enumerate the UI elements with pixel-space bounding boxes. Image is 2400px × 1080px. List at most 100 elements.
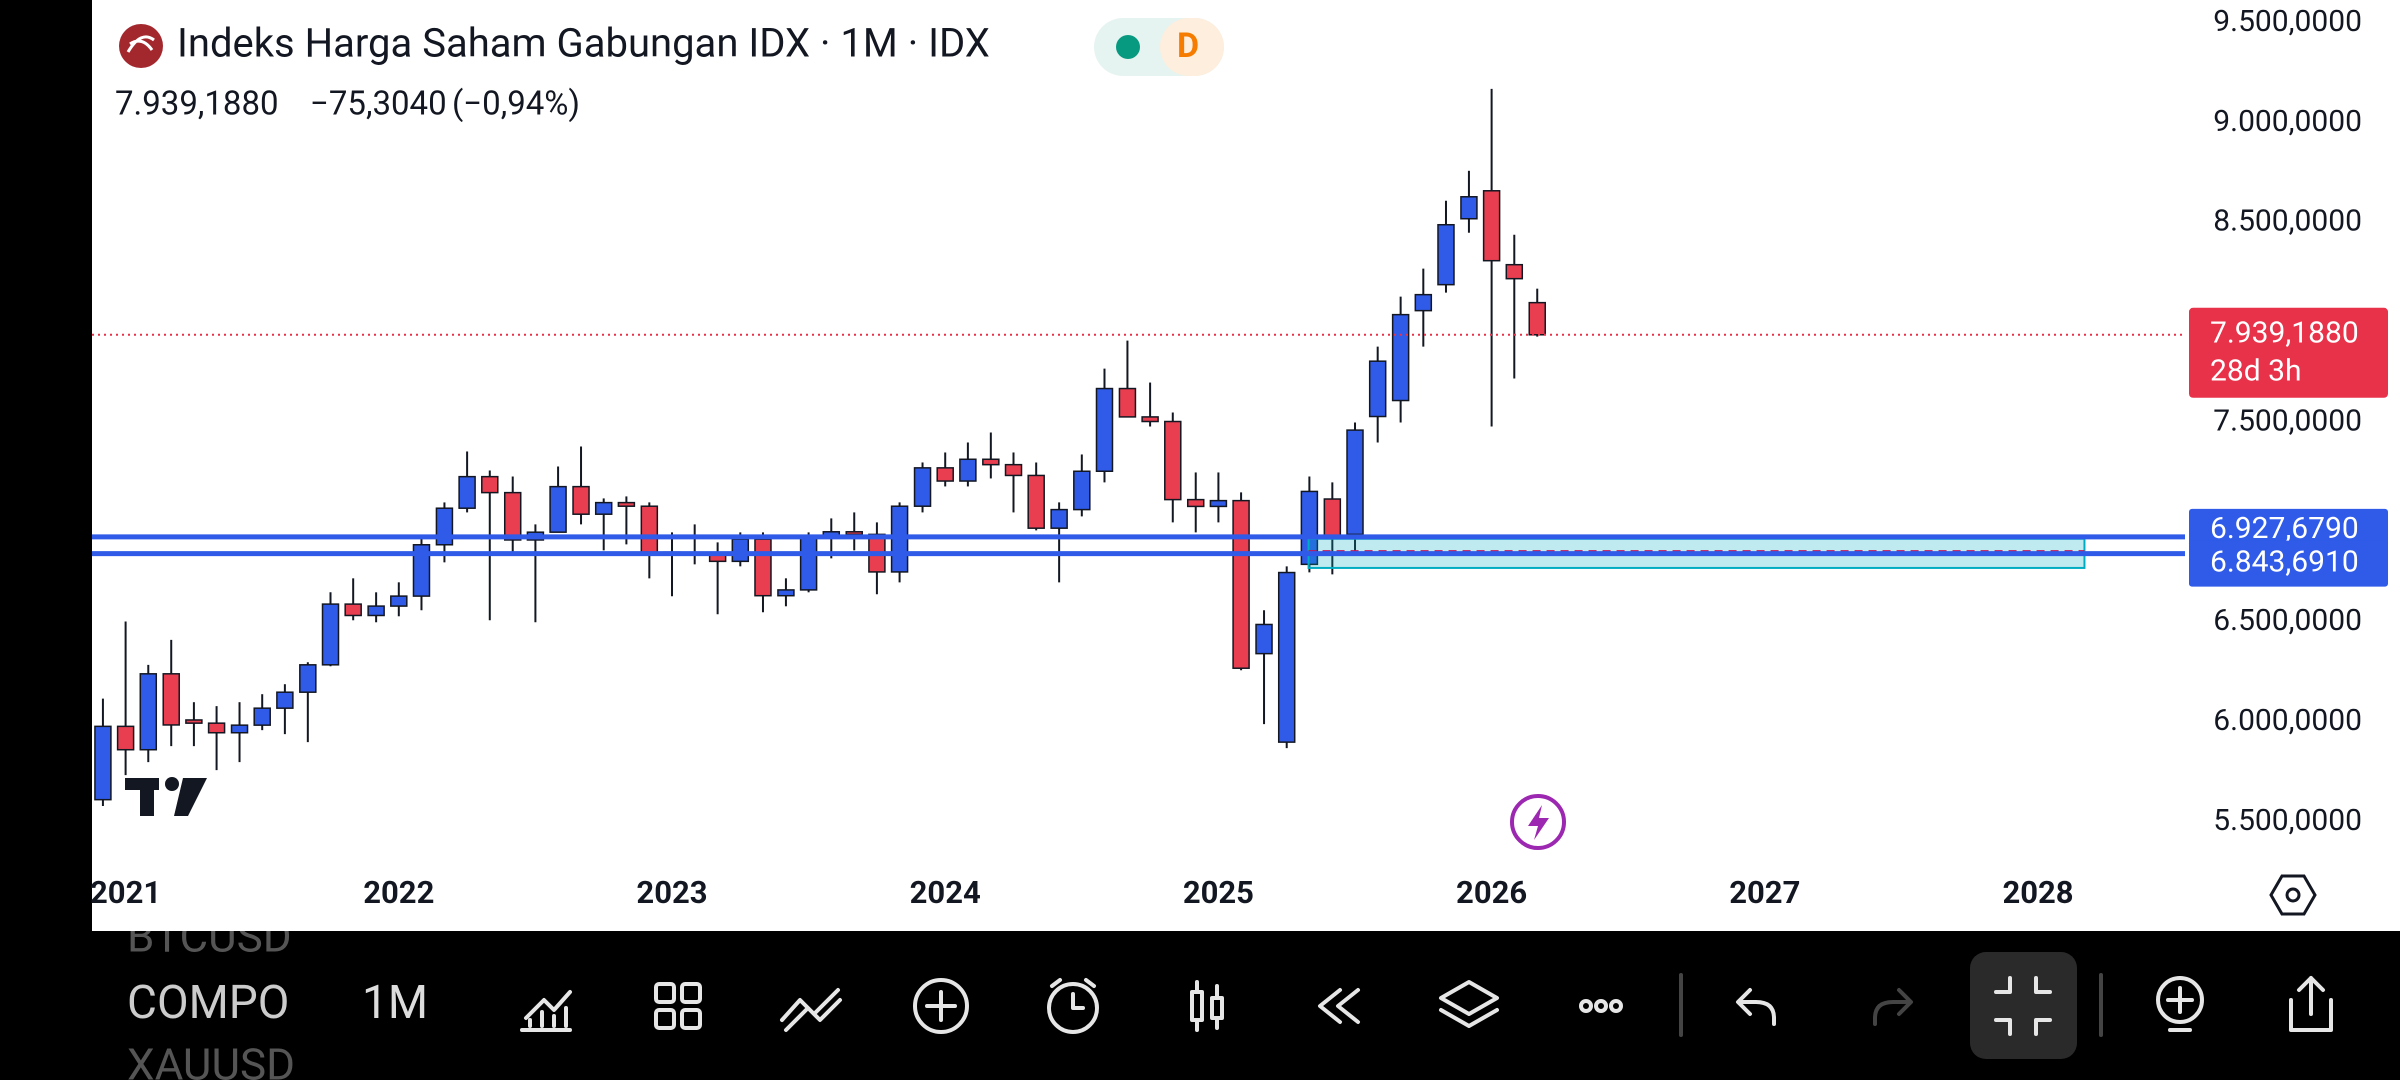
candle-body [162, 673, 180, 726]
price-change: −75,3040 [310, 85, 447, 124]
candle-body [1414, 293, 1433, 312]
chart-area [92, 0, 2400, 931]
ticker[interactable]: COMPO [127, 976, 289, 1030]
candle-body [390, 595, 408, 607]
candle-body [1186, 498, 1205, 508]
axis-settings-dot [2285, 887, 2301, 903]
flash-icon [1528, 805, 1549, 840]
exit-fullscreen-icon [1994, 976, 2052, 1036]
candle-body [503, 491, 522, 541]
candle-body [94, 725, 112, 801]
x-tick-label: 2026 [1456, 874, 1527, 911]
delay-badge: D [1177, 26, 1199, 66]
symbol-logo [119, 24, 163, 68]
y-tick-label: 9.500,0000 [2213, 4, 2362, 39]
candle-body [1323, 498, 1342, 540]
level-label-box [2189, 508, 2388, 551]
candle-body [139, 673, 158, 751]
candle-body [1346, 429, 1364, 536]
candle-body [731, 538, 750, 563]
y-tick-label: 8.500,0000 [2213, 204, 2362, 239]
current-price-label-box [2189, 307, 2388, 398]
replay-icon[interactable] [1318, 988, 1360, 1024]
tv-logo [125, 777, 207, 816]
objects-icon[interactable] [1439, 980, 1499, 1028]
candle-body [1528, 301, 1546, 336]
candle-body [982, 458, 1000, 466]
candle-body [1118, 387, 1137, 418]
candle-body [1073, 470, 1091, 511]
x-tick-label: 2022 [363, 874, 434, 911]
ticker[interactable]: XAUUSD [127, 1039, 295, 1080]
fullscreen-button[interactable] [1970, 952, 2077, 1059]
candle-body [1164, 420, 1182, 501]
candle-body [572, 485, 590, 515]
redo-icon[interactable] [1873, 988, 1913, 1026]
candle-body [276, 691, 294, 709]
candle-body [1460, 196, 1478, 220]
candle-body [344, 603, 362, 617]
market-dot [1116, 35, 1140, 59]
candle-body [253, 707, 271, 726]
idea-icon[interactable] [2156, 976, 2204, 1032]
candle-body [367, 605, 385, 617]
current-price-label: 7.939,1880 [2210, 316, 2359, 351]
candle-body [1255, 623, 1273, 655]
ticker-list: BTCUSD COMPO XAUUSD [127, 911, 295, 1080]
alert-icon[interactable] [1047, 978, 1099, 1034]
last-price: 7.939,1880 [115, 85, 279, 124]
candle-body [1050, 508, 1068, 529]
candle-body [777, 589, 795, 597]
candle-body [207, 722, 226, 734]
candle-body [1437, 223, 1455, 286]
level-label: 6.843,6910 [2210, 545, 2359, 580]
countdown-label: 28d 3h [2210, 354, 2301, 389]
candle-body [1368, 360, 1387, 418]
candle-body [299, 664, 317, 693]
level-label: 6.927,6790 [2210, 511, 2359, 546]
plot [92, 88, 2185, 807]
logo-glyph [126, 35, 155, 53]
candle-body [549, 485, 567, 533]
candle-body [1391, 313, 1410, 402]
candle-body [1004, 463, 1023, 477]
chart-type-icon[interactable] [1190, 980, 1224, 1032]
candle-body [1505, 263, 1524, 280]
y-tick-label: 5.500,0000 [2213, 803, 2362, 838]
interval[interactable]: 1M [362, 976, 428, 1030]
candle-body [936, 467, 954, 482]
axis-settings[interactable] [2269, 874, 2317, 916]
candle-body [845, 531, 863, 536]
x-tick-label: 2025 [1183, 874, 1254, 911]
y-tick-label: 9.000,0000 [2213, 104, 2362, 139]
add-icon[interactable] [913, 978, 969, 1034]
chart-title: Indeks Harga Saham Gabungan IDX · 1M · I… [177, 20, 990, 67]
x-tick-label: 2023 [636, 874, 707, 911]
y-tick-label: 7.500,0000 [2213, 403, 2362, 438]
candle-body [1027, 474, 1045, 529]
candle-body [321, 603, 340, 666]
status-pill-right [1160, 18, 1224, 76]
undo-icon[interactable] [1736, 988, 1776, 1026]
drawings-icon[interactable] [780, 988, 842, 1032]
indicators-icon[interactable] [520, 990, 572, 1032]
candle-body [185, 719, 203, 724]
x-tick-label: 2024 [910, 874, 981, 911]
candle-body [617, 501, 636, 507]
x-tick-label: 2028 [2002, 874, 2073, 911]
ticker[interactable]: BTCUSD [127, 911, 292, 963]
share-icon[interactable] [2289, 976, 2333, 1032]
layouts-icon[interactable] [654, 982, 702, 1030]
y-tick-label: 6.000,0000 [2213, 703, 2362, 738]
candle-body [1141, 416, 1159, 423]
x-tick-label: 2027 [1729, 874, 1800, 911]
candle-body [913, 467, 932, 507]
candle-body [412, 544, 431, 597]
candle-body [1277, 571, 1296, 743]
level-label-box [2189, 540, 2388, 587]
candle-body [1232, 499, 1250, 669]
candle-body [230, 724, 249, 734]
candle-body [458, 475, 476, 509]
more-icon[interactable] [1579, 999, 1623, 1013]
